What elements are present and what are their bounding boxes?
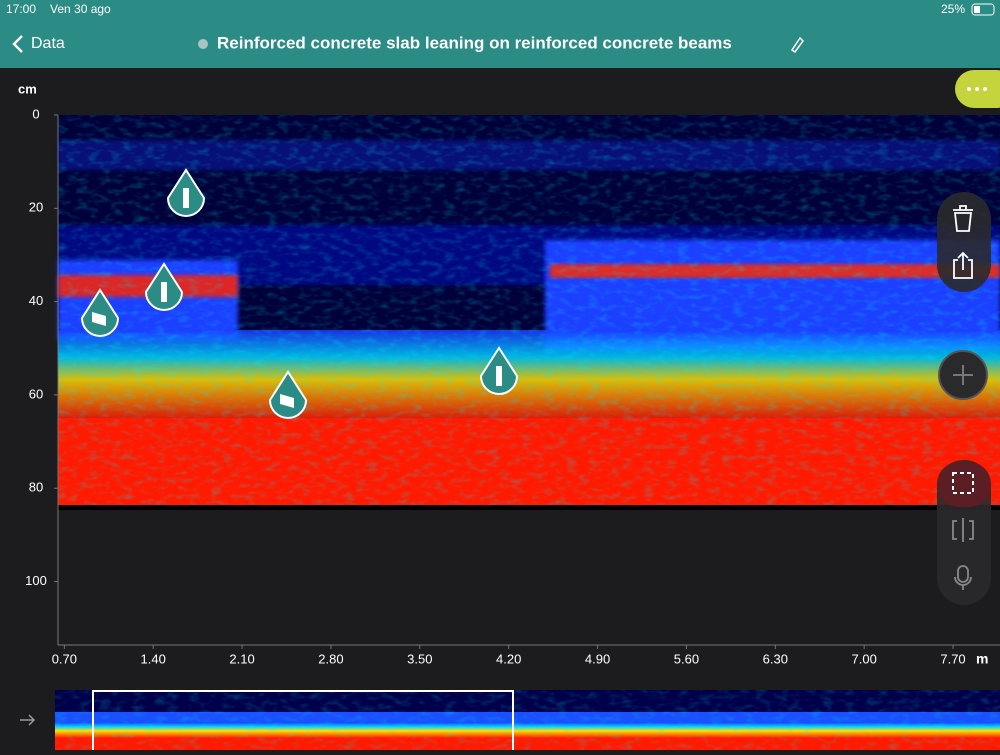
y-tick-label: 60	[29, 386, 43, 401]
status-time: 17:00	[6, 2, 36, 16]
edit-icon[interactable]	[790, 36, 804, 54]
add-button[interactable]	[938, 350, 988, 400]
x-tick-label: 1.40	[141, 651, 166, 666]
status-date: Ven 30 ago	[50, 2, 111, 16]
status-battery: 25%	[941, 2, 965, 16]
x-tick-label: 4.90	[585, 651, 610, 666]
x-tick-label: 4.20	[496, 651, 521, 666]
x-tick-label: 2.10	[229, 651, 254, 666]
x-tick-label: 7.00	[852, 651, 877, 666]
split-button[interactable]	[952, 518, 974, 542]
minimap[interactable]	[55, 690, 1000, 754]
radar-texture	[58, 115, 1000, 505]
x-tick-label: 5.60	[674, 651, 699, 666]
y-tick-label: 40	[29, 293, 43, 308]
mic-button[interactable]	[954, 565, 972, 590]
x-tick-label: 7.70	[940, 651, 965, 666]
rebar-marker[interactable]	[144, 262, 184, 311]
back-button[interactable]: Data	[12, 35, 65, 53]
x-tick-label: 2.80	[318, 651, 343, 666]
axes: 0 20 40 60 80 100 0.70 1.40 2.10 2.80 3.50 4.20 4.90…	[25, 106, 1000, 666]
share-button[interactable]	[953, 251, 973, 279]
x-tick-label: 0.70	[52, 651, 77, 666]
y-tick-label: 80	[29, 480, 43, 495]
delete-button[interactable]	[953, 205, 973, 232]
radargram	[58, 115, 1000, 510]
slab-marker[interactable]	[80, 288, 120, 337]
minimap-arrow	[20, 714, 36, 726]
y-tick-label: 20	[29, 200, 43, 215]
back-label[interactable]: Data	[31, 35, 65, 52]
back-chevron	[12, 35, 23, 53]
x-unit: m	[976, 651, 988, 667]
scan-title: Reinforced concrete slab leaning on rein…	[217, 33, 732, 52]
battery-level	[974, 6, 980, 13]
status-dot	[198, 39, 208, 49]
battery-icon	[971, 3, 995, 16]
more-button[interactable]	[955, 70, 1000, 108]
rebar-marker[interactable]	[479, 346, 519, 395]
radar-edge	[58, 505, 1000, 510]
markers	[80, 168, 519, 419]
slab-marker[interactable]	[268, 370, 308, 419]
y-tick-label: 100	[25, 573, 47, 588]
y-tick-label: 0	[32, 106, 39, 121]
select-button[interactable]	[937, 462, 991, 507]
header-bg	[0, 0, 1000, 68]
x-tick-label: 3.50	[407, 651, 432, 666]
x-tick-label: 6.30	[763, 651, 788, 666]
y-unit: cm	[18, 81, 37, 96]
rebar-marker[interactable]	[166, 168, 206, 217]
tool-pill	[937, 192, 991, 292]
